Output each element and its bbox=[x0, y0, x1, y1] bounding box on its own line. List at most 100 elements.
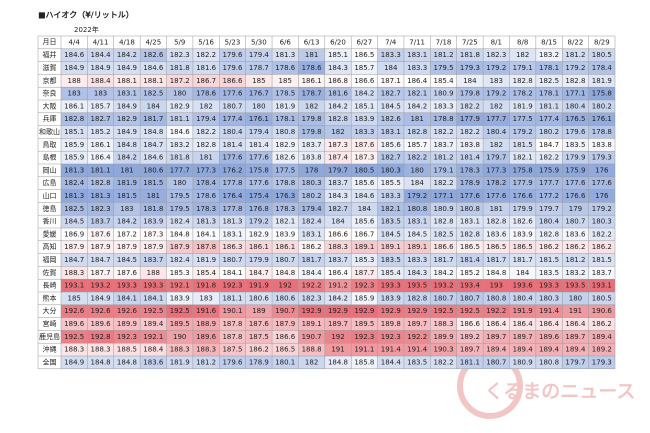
cell bbox=[113, 138, 141, 152]
cell bbox=[351, 356, 378, 369]
cell bbox=[377, 356, 404, 369]
cell bbox=[456, 343, 484, 356]
cell-value: 180.6 bbox=[275, 294, 296, 302]
cell bbox=[509, 317, 536, 331]
cell-value: 181.3 bbox=[275, 51, 295, 59]
cell bbox=[61, 176, 88, 190]
cell bbox=[219, 253, 246, 267]
cell bbox=[456, 125, 484, 139]
cell-value: 183.5 bbox=[381, 218, 401, 226]
cell-value: 176.6 bbox=[513, 192, 534, 200]
cell bbox=[192, 215, 220, 228]
cell-value: 181.2 bbox=[434, 51, 454, 59]
cell-value: 183.9 bbox=[354, 115, 374, 123]
cell bbox=[87, 74, 114, 88]
cell-value: 185 bbox=[252, 77, 265, 85]
cell-value: 176.3 bbox=[275, 192, 295, 200]
cell bbox=[588, 266, 615, 280]
cell-value: 177.6 bbox=[249, 179, 270, 187]
cell bbox=[87, 176, 114, 190]
row-label: 大阪 bbox=[43, 101, 57, 110]
cell bbox=[192, 176, 220, 190]
cell-value: 188.8 bbox=[302, 346, 322, 354]
cell bbox=[351, 304, 378, 318]
cell-value: 178.1 bbox=[539, 64, 559, 72]
cell-value: 176.6 bbox=[565, 192, 586, 200]
cell-value: 183.1 bbox=[407, 51, 427, 59]
cell bbox=[272, 164, 299, 177]
cell-value: 191.1 bbox=[354, 346, 374, 354]
cell bbox=[166, 240, 193, 254]
cell bbox=[562, 292, 589, 305]
table-title: ■ハイオク（¥/リットル） bbox=[38, 10, 134, 20]
corner-label: 月日 bbox=[43, 38, 57, 46]
cell-value: 192.9 bbox=[328, 307, 348, 315]
cell-value: 185.6 bbox=[354, 179, 375, 187]
cell-value: 189.6 bbox=[196, 333, 217, 341]
cell bbox=[351, 61, 378, 75]
cell-value: 187.3 bbox=[143, 230, 163, 238]
cell bbox=[140, 125, 167, 139]
cell bbox=[140, 112, 167, 126]
cell-value: 181.4 bbox=[460, 154, 481, 162]
column-header: 7/18 bbox=[436, 38, 452, 46]
cell-value: 181.6 bbox=[328, 90, 349, 98]
cell-value: 178.3 bbox=[460, 166, 480, 174]
cell-value: 181.9 bbox=[196, 256, 216, 264]
cell-value: 182 bbox=[490, 102, 503, 110]
cell-value: 191 bbox=[569, 307, 582, 315]
cell bbox=[140, 189, 167, 203]
cell bbox=[61, 240, 88, 254]
cell-value: 191.8 bbox=[196, 282, 216, 290]
cell-value: 181.7 bbox=[143, 115, 163, 123]
cell bbox=[351, 317, 378, 331]
cell-value: 179.5 bbox=[170, 192, 190, 200]
row-label: 長崎 bbox=[43, 281, 57, 290]
cell-value: 190.7 bbox=[275, 307, 295, 315]
cell-value: 178.9 bbox=[460, 179, 480, 187]
cell bbox=[324, 330, 352, 344]
cell-value: 189.1 bbox=[354, 243, 374, 251]
cell-value: 192.5 bbox=[143, 307, 163, 315]
cell bbox=[87, 292, 114, 305]
cell bbox=[456, 176, 484, 190]
cell bbox=[483, 356, 510, 369]
cell bbox=[140, 48, 167, 62]
cell bbox=[192, 74, 220, 88]
cell bbox=[509, 189, 536, 203]
cell bbox=[509, 292, 536, 305]
cell bbox=[219, 330, 246, 344]
cell bbox=[272, 279, 299, 292]
cell bbox=[87, 356, 114, 369]
cell-value: 178.8 bbox=[275, 179, 295, 187]
cell-value: 186.6 bbox=[328, 230, 349, 238]
cell-value: 188.4 bbox=[143, 346, 164, 354]
cell-value: 190 bbox=[173, 333, 186, 341]
cell-value: 179.8 bbox=[302, 128, 322, 136]
cell bbox=[324, 215, 352, 228]
cell bbox=[140, 100, 167, 113]
cell-value: 186.8 bbox=[328, 77, 348, 85]
cell-value: 184 bbox=[463, 77, 477, 85]
cell bbox=[562, 112, 589, 126]
cell bbox=[61, 266, 88, 280]
cell-value: 185.9 bbox=[354, 294, 374, 302]
cell-value: 179.4 bbox=[196, 115, 217, 123]
cell bbox=[483, 266, 510, 280]
cell bbox=[245, 125, 273, 139]
cell-value: 176.7 bbox=[249, 90, 269, 98]
cell-value: 192.9 bbox=[381, 307, 401, 315]
cell-value: 191 bbox=[331, 346, 344, 354]
cell-value: 183.9 bbox=[381, 294, 401, 302]
cell bbox=[588, 87, 615, 100]
cell-value: 188.3 bbox=[64, 346, 84, 354]
row-label: 京都 bbox=[43, 76, 57, 85]
cell-value: 185.8 bbox=[354, 358, 374, 366]
cell-value: 182.7 bbox=[381, 154, 401, 162]
cell-value: 183 bbox=[68, 90, 81, 98]
cell bbox=[430, 151, 457, 164]
cell-value: 176.1 bbox=[592, 115, 612, 123]
cell bbox=[588, 125, 615, 139]
cell bbox=[403, 176, 431, 190]
